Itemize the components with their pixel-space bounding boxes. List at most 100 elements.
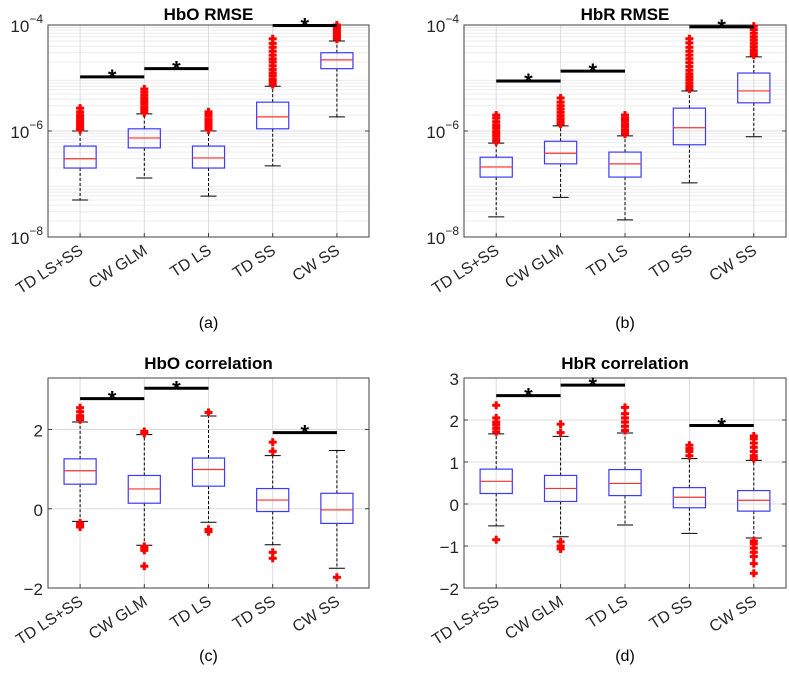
outlier-marker [492,111,501,120]
outlier-marker [268,554,277,563]
outlier-marker [140,85,149,94]
outlier-marker [749,559,758,568]
x-tick-label: TD SS [647,242,696,282]
box-cw-glm [543,420,578,553]
outlier-marker [140,562,149,571]
significance-bar: * [144,57,209,82]
outlier-marker [492,535,501,544]
x-tick-label: TD LS+SS [429,242,502,298]
panel-title: HbR correlation [561,354,689,373]
y-tick-exponent: −6 [445,118,459,132]
box-cw-glm [543,93,578,198]
outlier-marker [556,93,565,102]
significance-bar: * [560,373,625,398]
x-tick-label: CW SS [290,593,343,636]
box-cw-ss [320,21,354,118]
significance-star: * [172,57,181,82]
iqr-box [737,489,771,512]
x-tick-label: TD SS [230,593,279,633]
box-cw-ss [737,431,771,578]
y-tick-label: 2 [450,412,459,431]
outlier-marker [204,527,213,536]
significance-bar: * [689,413,754,438]
iqr-box [191,457,226,487]
y-tick-base: 10 [10,229,29,248]
significance-star: * [108,65,117,90]
y-tick-exponent: −4 [29,12,43,26]
y-tick-label: 10−8 [426,224,459,248]
box-td-ls-ss [479,401,513,544]
significance-bar: * [689,15,754,40]
box-td-ss [672,34,707,184]
x-tick-label: TD LS [584,242,631,281]
significance-bar: * [560,59,625,84]
iqr-box [256,101,290,130]
box-td-ls [608,403,642,526]
outlier-marker [685,441,694,450]
y-tick-label: −2 [24,580,43,599]
x-tick-label: TD LS+SS [13,242,86,298]
outlier-marker [749,431,758,440]
box-td-ls [191,408,226,536]
outlier-marker [268,34,277,43]
y-tick-label: 1 [450,454,459,473]
box-td-ls-ss [479,111,513,218]
outlier-marker [556,420,565,429]
outlier-marker [268,447,277,456]
x-tick-label: TD LS [167,593,214,632]
y-tick-label: −1 [440,538,459,557]
x-tick-label: TD LS+SS [429,593,502,649]
y-tick-label: 3 [450,370,459,389]
outlier-marker [492,413,501,422]
y-tick-label: −2 [440,580,459,599]
x-tick-label: CW SS [707,242,760,285]
x-tick-label: TD LS+SS [13,593,86,649]
significance-bar: * [80,65,145,90]
y-tick-label: 10−4 [426,12,459,36]
y-tick-label: 10−8 [10,224,43,248]
y-tick-label: 0 [450,496,459,515]
y-tick-exponent: −6 [29,118,43,132]
box-td-ls [191,107,226,197]
panel-title: HbR RMSE [581,5,670,24]
y-tick-exponent: −8 [29,224,43,238]
panel-caption: (a) [199,315,219,332]
y-tick-base: 10 [426,123,445,142]
outlier-marker [204,408,213,417]
significance-star: * [301,421,310,446]
y-tick-label: 0 [34,501,43,520]
y-tick-base: 10 [10,17,29,36]
box-cw-ss [737,22,771,138]
iqr-box [63,145,97,169]
box-td-ls-ss [63,403,97,531]
x-tick-label: CW GLM [86,593,150,643]
panel-caption: (c) [199,648,218,665]
y-tick-label: 10−4 [10,12,43,36]
significance-star: * [301,13,310,38]
outlier-marker [492,401,501,410]
significance-star: * [524,69,533,94]
panel-caption: (d) [615,648,635,665]
box-cw-glm [127,427,161,571]
panel-title: HbO RMSE [164,5,254,24]
significance-star: * [524,384,533,409]
x-tick-label: TD LS [584,593,631,632]
x-tick-label: CW GLM [86,242,150,292]
outlier-marker [621,111,629,120]
x-tick-label: CW GLM [502,242,566,292]
x-tick-label: CW GLM [502,593,566,643]
y-tick-label: 10−6 [426,118,459,142]
box-td-ss [672,441,707,534]
x-tick-label: TD SS [230,242,279,282]
significance-star: * [172,376,181,401]
panel-caption: (b) [615,315,635,332]
outlier-marker [76,522,85,531]
significance-bar: * [144,376,209,401]
panel-3: −2 0 2 TD LS+SS CW GLM TD LS TD SS CW SS * * * HbO … [13,354,370,665]
iqr-box [672,107,707,146]
outlier-marker [749,552,758,561]
iqr-box [191,145,226,169]
panel-2: 10−8 10−6 10−4 TD LS+SS CW GLM TD LS TD SS CW S… [426,5,787,332]
outlier-marker [621,403,629,412]
x-tick-label: TD LS [167,242,214,281]
